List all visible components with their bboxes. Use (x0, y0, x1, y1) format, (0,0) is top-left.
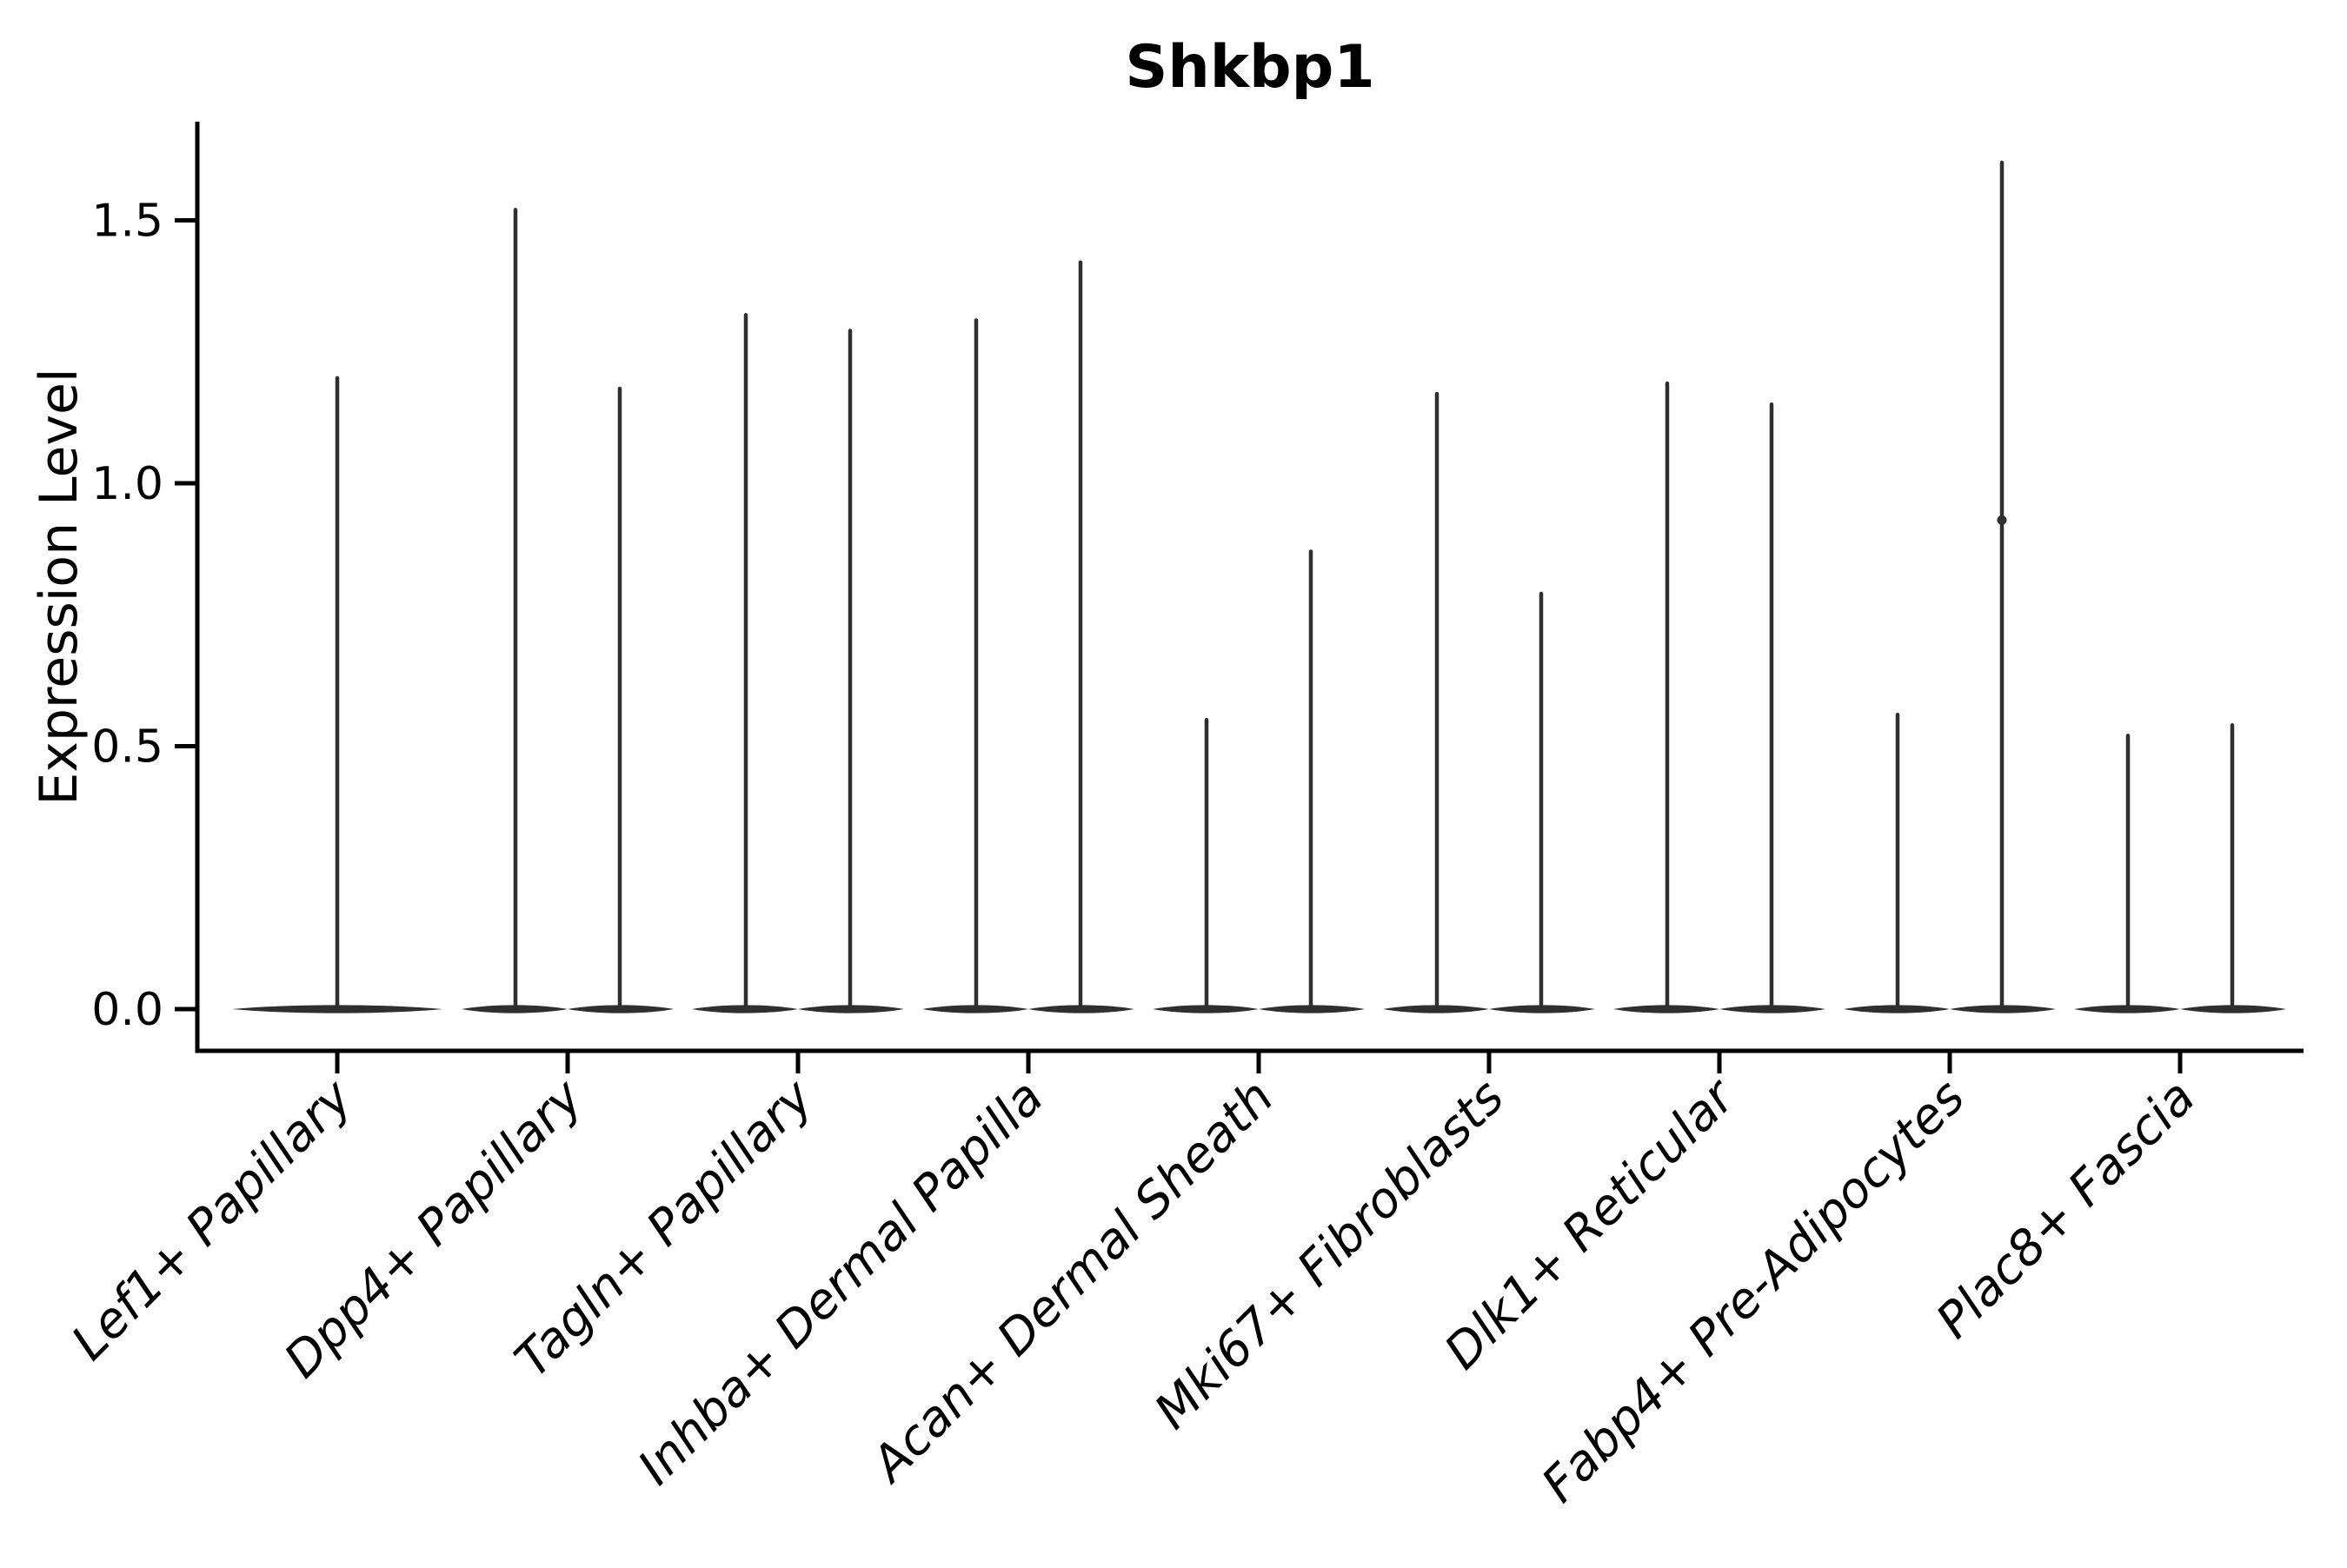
y-tick-marks (175, 218, 197, 1012)
x-tick-label-3: Inhba+ Dermal Papilla (628, 1069, 1054, 1496)
y-tick-label-1.5: 1.5 (91, 196, 163, 248)
y-tick-label-1.0: 1.0 (91, 458, 163, 510)
y-tick-label-0.5: 0.5 (91, 721, 163, 774)
y-tick-label-0.0: 0.0 (91, 984, 163, 1036)
plot-title: Shkbp1 (1125, 33, 1374, 102)
y-axis-label: Expression Level (29, 368, 90, 805)
y-tick-labels: 0.0 0.5 1.0 1.5 (91, 196, 163, 1037)
x-tick-marks (335, 1051, 2183, 1073)
x-tick-label-7: Fabp4+ Pre-Adipocytes (1532, 1069, 1976, 1513)
x-tick-label-4: Acan+ Dermal Sheath (860, 1069, 1285, 1494)
violin-dot-7-1 (1997, 515, 2007, 525)
violins-layer (232, 160, 2286, 1013)
